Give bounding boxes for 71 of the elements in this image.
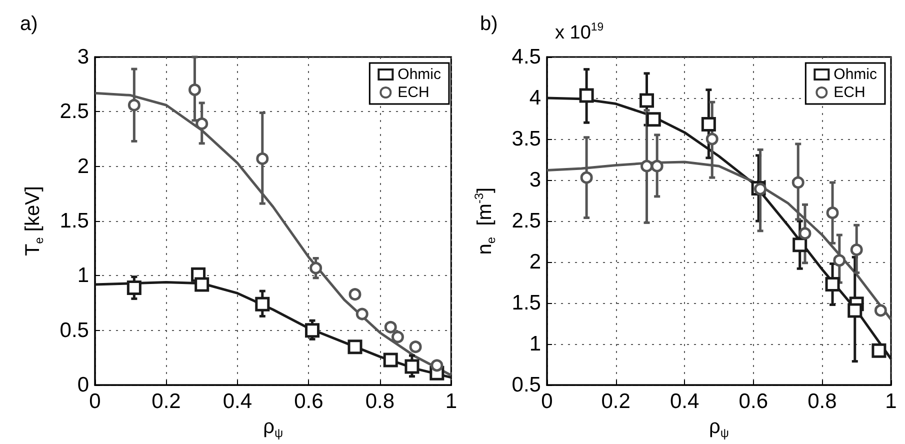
point <box>356 308 368 320</box>
point <box>650 160 664 172</box>
x-tick-label: 1 <box>885 390 897 414</box>
y-axis-title: Te [keV] <box>22 186 46 256</box>
point <box>792 238 808 252</box>
point <box>255 296 270 312</box>
y-tick-label: 1.5 <box>512 292 541 315</box>
legend-label: Ohmic <box>834 66 878 83</box>
point <box>640 93 654 108</box>
text: a) <box>20 13 38 35</box>
point <box>194 277 210 292</box>
point <box>348 288 362 301</box>
point <box>833 254 846 267</box>
point <box>391 330 404 344</box>
y-tick-label: 4 <box>529 86 542 110</box>
point <box>826 206 839 220</box>
y-tick-label: 0.5 <box>60 318 89 342</box>
point <box>256 152 269 165</box>
y-tick-label: 2 <box>529 250 541 274</box>
y-tick-label: 3 <box>77 46 89 68</box>
point <box>872 343 886 358</box>
y-tick-label: 2 <box>77 154 89 178</box>
point <box>850 244 863 256</box>
y-tick-label: 2.5 <box>512 210 541 233</box>
legend-label: ECH <box>398 84 430 101</box>
point <box>848 303 862 318</box>
point <box>310 262 322 274</box>
point <box>754 182 767 196</box>
x-tick-label: 0.2 <box>152 390 181 414</box>
x-tick-label: 0.8 <box>365 390 395 414</box>
y-tick-label: 4.5 <box>512 46 541 68</box>
point <box>579 88 594 103</box>
legend-label: Ohmic <box>398 66 442 83</box>
text: b) <box>480 13 498 35</box>
point <box>305 323 320 338</box>
point <box>196 117 208 130</box>
point <box>126 280 142 296</box>
point <box>128 98 140 112</box>
x-tick-label: 0.8 <box>808 390 837 414</box>
y-tick-label: 1 <box>77 264 89 288</box>
y-tick-label: 1 <box>529 332 541 356</box>
point <box>348 340 362 354</box>
point <box>825 276 840 292</box>
point <box>404 359 420 374</box>
point <box>640 160 654 172</box>
point <box>874 304 887 317</box>
y-tick-label: 3 <box>529 168 541 192</box>
x-tick-label: 1 <box>445 390 458 414</box>
point <box>646 112 661 127</box>
point <box>188 84 201 96</box>
point <box>430 359 444 372</box>
x-tick-label: 0.6 <box>738 390 768 414</box>
y-tick-label: 1.5 <box>60 210 89 233</box>
x-tick-label: 0.2 <box>601 390 630 414</box>
y-tick-label: 2.5 <box>60 100 89 124</box>
y-axis-title: ne [m-3] <box>472 187 498 255</box>
x-tick-label: 0.6 <box>294 390 324 414</box>
point <box>798 227 812 240</box>
point <box>580 171 593 184</box>
point <box>706 132 718 146</box>
point <box>383 352 398 368</box>
y-tick-label: 3.5 <box>512 128 541 151</box>
point <box>701 117 716 132</box>
y-tick-label: 0.5 <box>512 374 541 397</box>
x-tick-label: 0.4 <box>222 390 252 414</box>
y-tick-label: 0 <box>77 374 89 397</box>
legend-label: ECH <box>834 84 866 101</box>
point <box>792 176 804 189</box>
x-tick-label: 0.4 <box>670 390 700 414</box>
point <box>409 340 422 354</box>
point <box>384 320 397 334</box>
